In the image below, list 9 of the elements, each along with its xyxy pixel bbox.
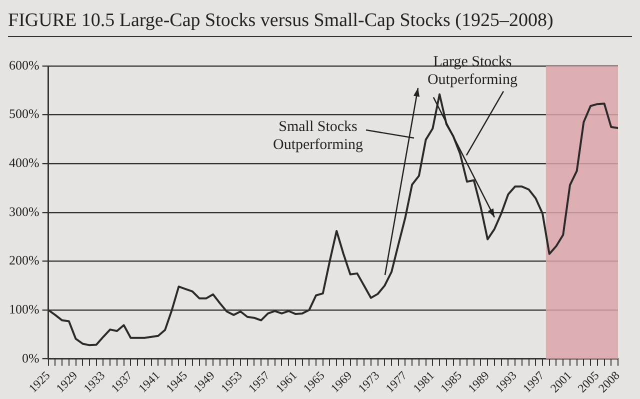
- y-tick-label: 200%: [8, 252, 40, 268]
- y-tick-label: 400%: [8, 155, 40, 170]
- chart-title: FIGURE 10.5 Large-Cap Stocks versus Small-Cap Stocks (1925–2008): [8, 10, 632, 37]
- y-tick-label: 100%: [8, 301, 40, 316]
- y-tick-label: 500%: [8, 106, 40, 122]
- y-tick-label: 300%: [8, 204, 40, 219]
- annotation: Small Stocks Outperforming: [273, 118, 364, 153]
- y-tick-label: 600%: [8, 57, 40, 72]
- y-tick-label: 0%: [22, 350, 40, 366]
